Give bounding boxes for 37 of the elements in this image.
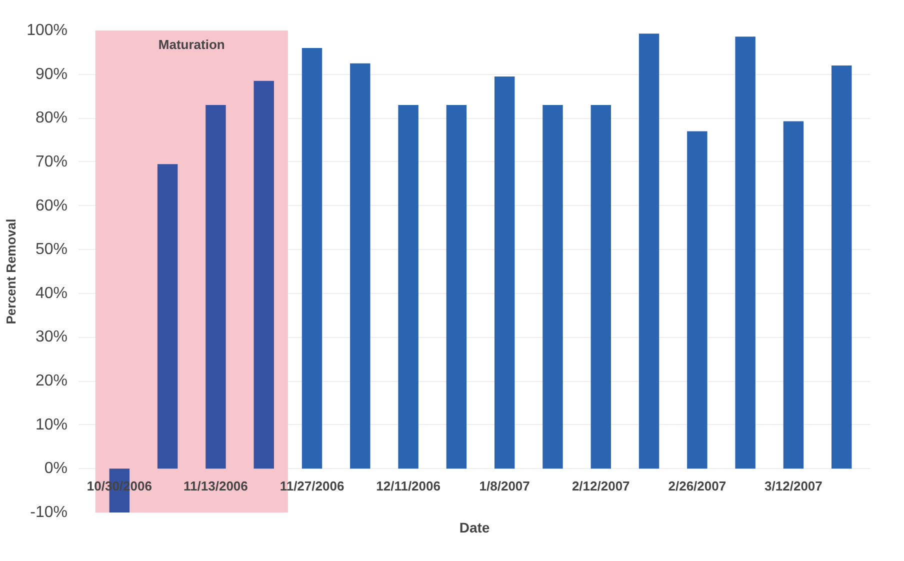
bar xyxy=(398,104,418,469)
y-tick-label: 80% xyxy=(35,110,68,127)
bar xyxy=(446,104,467,469)
x-tick-label: 2/12/2007 xyxy=(572,478,630,494)
y-tick-label: -10% xyxy=(30,504,68,521)
x-tick-label: 11/27/2006 xyxy=(280,478,344,494)
band-label: Maturation xyxy=(158,37,225,52)
y-tick-label: 0% xyxy=(44,460,68,478)
y-axis-title: Percent Removal xyxy=(4,218,19,324)
y-tick-label: 30% xyxy=(35,328,68,346)
y-tick-label: 100% xyxy=(26,22,68,39)
bar xyxy=(735,36,756,469)
bar xyxy=(494,76,515,469)
x-tick-label: 1/8/2007 xyxy=(479,478,530,494)
bar xyxy=(832,66,852,469)
y-tick-label: 20% xyxy=(35,372,68,390)
y-tick-label: 50% xyxy=(35,241,68,258)
x-tick-label: 3/12/2007 xyxy=(764,478,822,494)
bar xyxy=(542,104,563,469)
bar xyxy=(302,48,322,469)
y-tick-label: 60% xyxy=(35,197,68,214)
bar xyxy=(157,164,178,469)
x-tick-label: 11/13/2006 xyxy=(184,478,248,494)
bar xyxy=(590,104,611,469)
x-tick-label: 12/11/2006 xyxy=(376,478,440,494)
x-tick-label: 2/26/2007 xyxy=(668,478,726,494)
bar xyxy=(350,63,370,469)
bar xyxy=(687,131,708,469)
x-axis-title: Date xyxy=(459,520,490,536)
y-tick-label: 70% xyxy=(35,153,68,170)
y-tick-label: 10% xyxy=(35,416,68,434)
bar xyxy=(783,121,804,469)
bar xyxy=(206,104,226,469)
bar xyxy=(638,34,660,469)
y-tick-label: 40% xyxy=(35,284,68,302)
y-tick-label: 90% xyxy=(35,66,68,83)
bar xyxy=(254,80,274,469)
